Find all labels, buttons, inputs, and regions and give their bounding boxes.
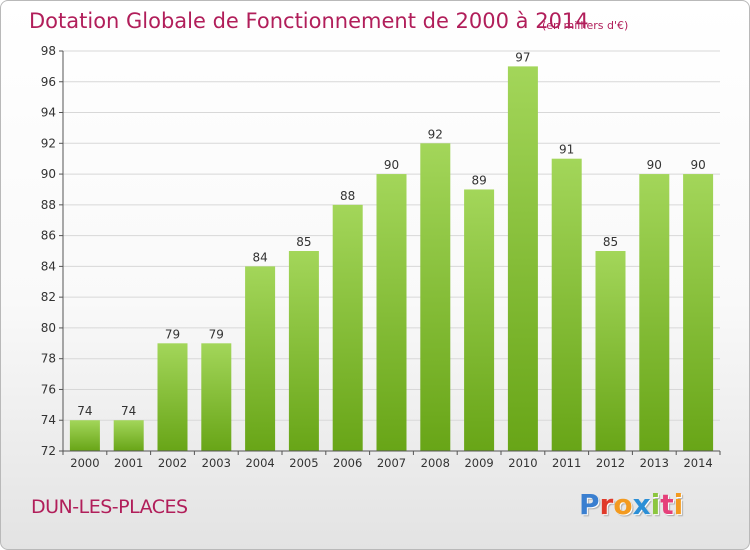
place-name: DUN-LES-PLACES [31, 496, 188, 518]
data-label: 79 [209, 327, 224, 341]
data-label: 89 [471, 173, 486, 187]
y-tick-label: 72 [41, 444, 56, 458]
bar [332, 204, 363, 451]
y-tick-label: 76 [41, 382, 56, 396]
x-tick-label: 2014 [683, 456, 712, 470]
brand-letter: r [599, 488, 614, 521]
bar [245, 266, 276, 451]
y-tick-label: 98 [41, 44, 56, 58]
x-tick-label: 2009 [464, 456, 493, 470]
brand-letter: o [613, 488, 633, 521]
x-tick-label: 2002 [158, 456, 187, 470]
bar [639, 174, 670, 452]
data-label: 79 [165, 327, 180, 341]
axes: 72 74 76 78 80 82 84 86 88 90 92 94 96 98 2000 2001 2002… [41, 44, 721, 470]
bars [69, 66, 714, 452]
bar [288, 251, 319, 451]
x-tick-label: 2012 [596, 456, 625, 470]
y-tick-label: 90 [41, 167, 56, 181]
x-tick-label: 2003 [202, 456, 231, 470]
data-label: 74 [77, 404, 92, 418]
y-tick-label: 88 [41, 198, 56, 212]
bar [551, 158, 582, 451]
y-tick-label: 84 [41, 259, 56, 273]
data-label: 84 [252, 250, 267, 264]
y-tick-label: 96 [41, 75, 56, 89]
y-tick-label: 94 [41, 106, 56, 120]
data-label: 74 [121, 404, 136, 418]
bar [376, 174, 407, 452]
data-label: 90 [384, 158, 399, 172]
chart-title: Dotation Globale de Fonctionnement de 20… [29, 9, 589, 33]
bar [420, 143, 451, 452]
data-label: 90 [690, 158, 705, 172]
brand-letter: x [632, 488, 651, 521]
x-tick-label: 2001 [114, 456, 143, 470]
y-tick-label: 80 [41, 321, 56, 335]
x-tick-label: 2004 [245, 456, 274, 470]
brand-letter: i [673, 488, 684, 521]
x-tick-label: 2010 [508, 456, 537, 470]
bar [157, 343, 188, 451]
bar [595, 251, 626, 451]
x-tick-label: 2008 [421, 456, 450, 470]
x-tick-label: 2013 [640, 456, 669, 470]
bar [69, 420, 100, 451]
unit-note: (en milliers d'€) [542, 19, 629, 32]
y-tick-label: 74 [41, 413, 56, 427]
data-label: 85 [603, 235, 618, 249]
data-label: 97 [515, 50, 530, 64]
y-tick-label: 82 [41, 290, 56, 304]
bar [507, 66, 538, 451]
x-tick-label: 2006 [333, 456, 362, 470]
data-label: 91 [559, 143, 574, 157]
bar [683, 174, 714, 452]
data-label: 92 [428, 127, 443, 141]
data-label: 88 [340, 189, 355, 203]
x-tick-label: 2000 [70, 456, 99, 470]
bar [113, 420, 144, 451]
data-label: 85 [296, 235, 311, 249]
y-tick-label: 78 [41, 352, 56, 366]
brand-letter: P [579, 488, 600, 521]
x-tick-label: 2007 [377, 456, 406, 470]
data-label: 90 [647, 158, 662, 172]
y-tick-label: 86 [41, 229, 56, 243]
bar [201, 343, 232, 451]
x-tick-label: 2005 [289, 456, 318, 470]
x-tick-label: 2011 [552, 456, 581, 470]
brand-letter: t [660, 488, 674, 521]
bar [464, 189, 495, 451]
y-tick-label: 92 [41, 136, 56, 150]
brand-letter: i [650, 488, 661, 521]
data-labels: 74 74 79 79 84 85 88 90 92 89 97 91 85 90 90 [77, 50, 705, 418]
brand-logo: Proxiti [579, 488, 683, 521]
